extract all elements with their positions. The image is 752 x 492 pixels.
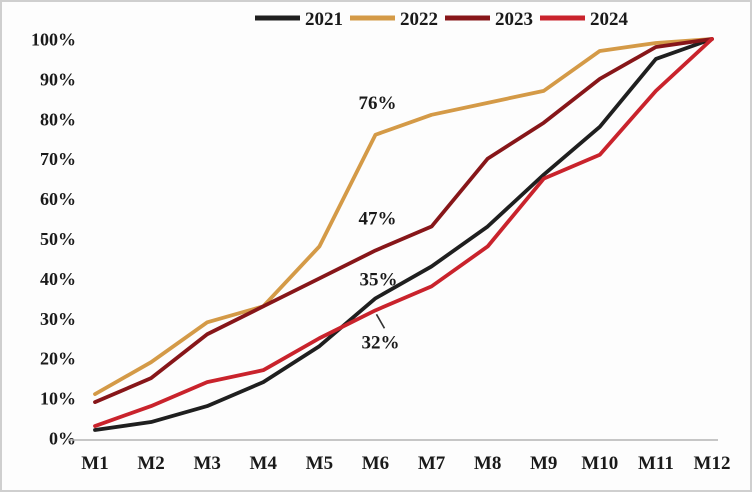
annotation-32%: 32% [361, 332, 399, 353]
y-tick-label: 50% [40, 229, 76, 249]
y-tick-label: 40% [40, 269, 76, 289]
x-tick-label: M10 [581, 453, 618, 474]
y-tick-label: 100% [31, 30, 76, 50]
annotation-leader-line [375, 313, 386, 329]
x-tick-label: M1 [81, 453, 108, 474]
x-tick-label: M6 [362, 453, 389, 474]
legend-label-2021: 2021 [305, 9, 343, 30]
y-tick-label: 10% [40, 389, 76, 409]
y-tick-label: 20% [40, 349, 76, 369]
series-line-2021 [93, 37, 714, 432]
y-tick-label: 80% [40, 109, 76, 129]
series-line-2023 [93, 37, 714, 404]
x-tick-label: M12 [694, 453, 731, 474]
annotation-35%: 35% [359, 269, 397, 290]
annotation-47%: 47% [358, 208, 396, 229]
x-tick-label: M9 [530, 453, 557, 474]
x-tick-label: M7 [418, 453, 446, 474]
legend-label-2024: 2024 [590, 9, 629, 30]
x-tick-label: M5 [306, 453, 333, 474]
series-line-2024 [93, 37, 714, 428]
legend-label-2022: 2022 [400, 9, 438, 30]
legend-label-2023: 2023 [495, 9, 533, 30]
x-tick-label: M8 [474, 453, 501, 474]
y-tick-label: 30% [40, 309, 76, 329]
y-tick-label: 90% [40, 69, 76, 89]
y-tick-label: 70% [40, 149, 76, 169]
series-line-2022 [93, 37, 714, 397]
x-tick-label: M2 [137, 453, 164, 474]
x-tick-label: M3 [193, 453, 220, 474]
y-tick-label: 60% [40, 189, 76, 209]
x-tick-label: M11 [638, 453, 674, 474]
x-tick-label: M4 [250, 453, 278, 474]
y-tick-label: 0% [49, 429, 76, 449]
annotation-76%: 76% [358, 93, 396, 114]
